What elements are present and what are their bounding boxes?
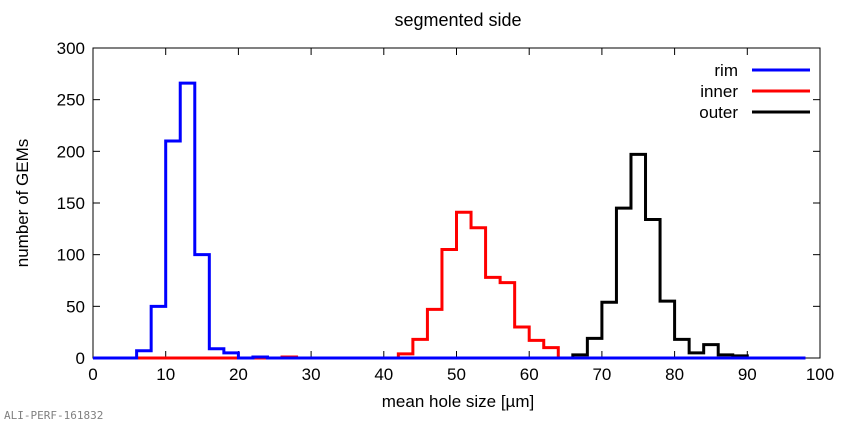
x-tick-label: 50 xyxy=(447,365,466,384)
x-tick-label: 0 xyxy=(88,365,97,384)
axis-ticks: 0 10 20 30 40 50 60 70 80 90 100 0 50 100 150 200 250 300 xyxy=(57,39,835,384)
y-tick-label: 250 xyxy=(57,91,85,110)
legend: rim inner outer xyxy=(699,61,810,122)
x-tick-label: 20 xyxy=(229,365,248,384)
y-tick-label: 0 xyxy=(76,349,85,368)
series-outer-line xyxy=(93,152,806,360)
series-rim-line xyxy=(93,81,806,360)
x-tick-label: 100 xyxy=(806,365,834,384)
x-tick-label: 80 xyxy=(665,365,684,384)
series-inner-line xyxy=(93,210,806,360)
y-tick-label: 150 xyxy=(57,194,85,213)
legend-label-inner: inner xyxy=(700,82,738,101)
chart-title: segmented side xyxy=(394,10,521,30)
y-tick-label: 300 xyxy=(57,39,85,58)
y-tick-label: 50 xyxy=(66,297,85,316)
x-tick-label: 60 xyxy=(520,365,539,384)
y-axis-label: number of GEMs xyxy=(13,139,32,268)
legend-label-rim: rim xyxy=(714,61,738,80)
x-tick-label: 40 xyxy=(374,365,393,384)
x-axis-label: mean hole size [µm] xyxy=(382,392,534,411)
x-tick-label: 10 xyxy=(156,365,175,384)
footer-label: ALI-PERF-161832 xyxy=(4,409,103,422)
y-tick-label: 200 xyxy=(57,142,85,161)
legend-label-outer: outer xyxy=(699,103,738,122)
x-tick-label: 30 xyxy=(302,365,321,384)
series-layer xyxy=(93,81,806,360)
x-tick-label: 70 xyxy=(592,365,611,384)
x-tick-label: 90 xyxy=(738,365,757,384)
y-tick-label: 100 xyxy=(57,246,85,265)
